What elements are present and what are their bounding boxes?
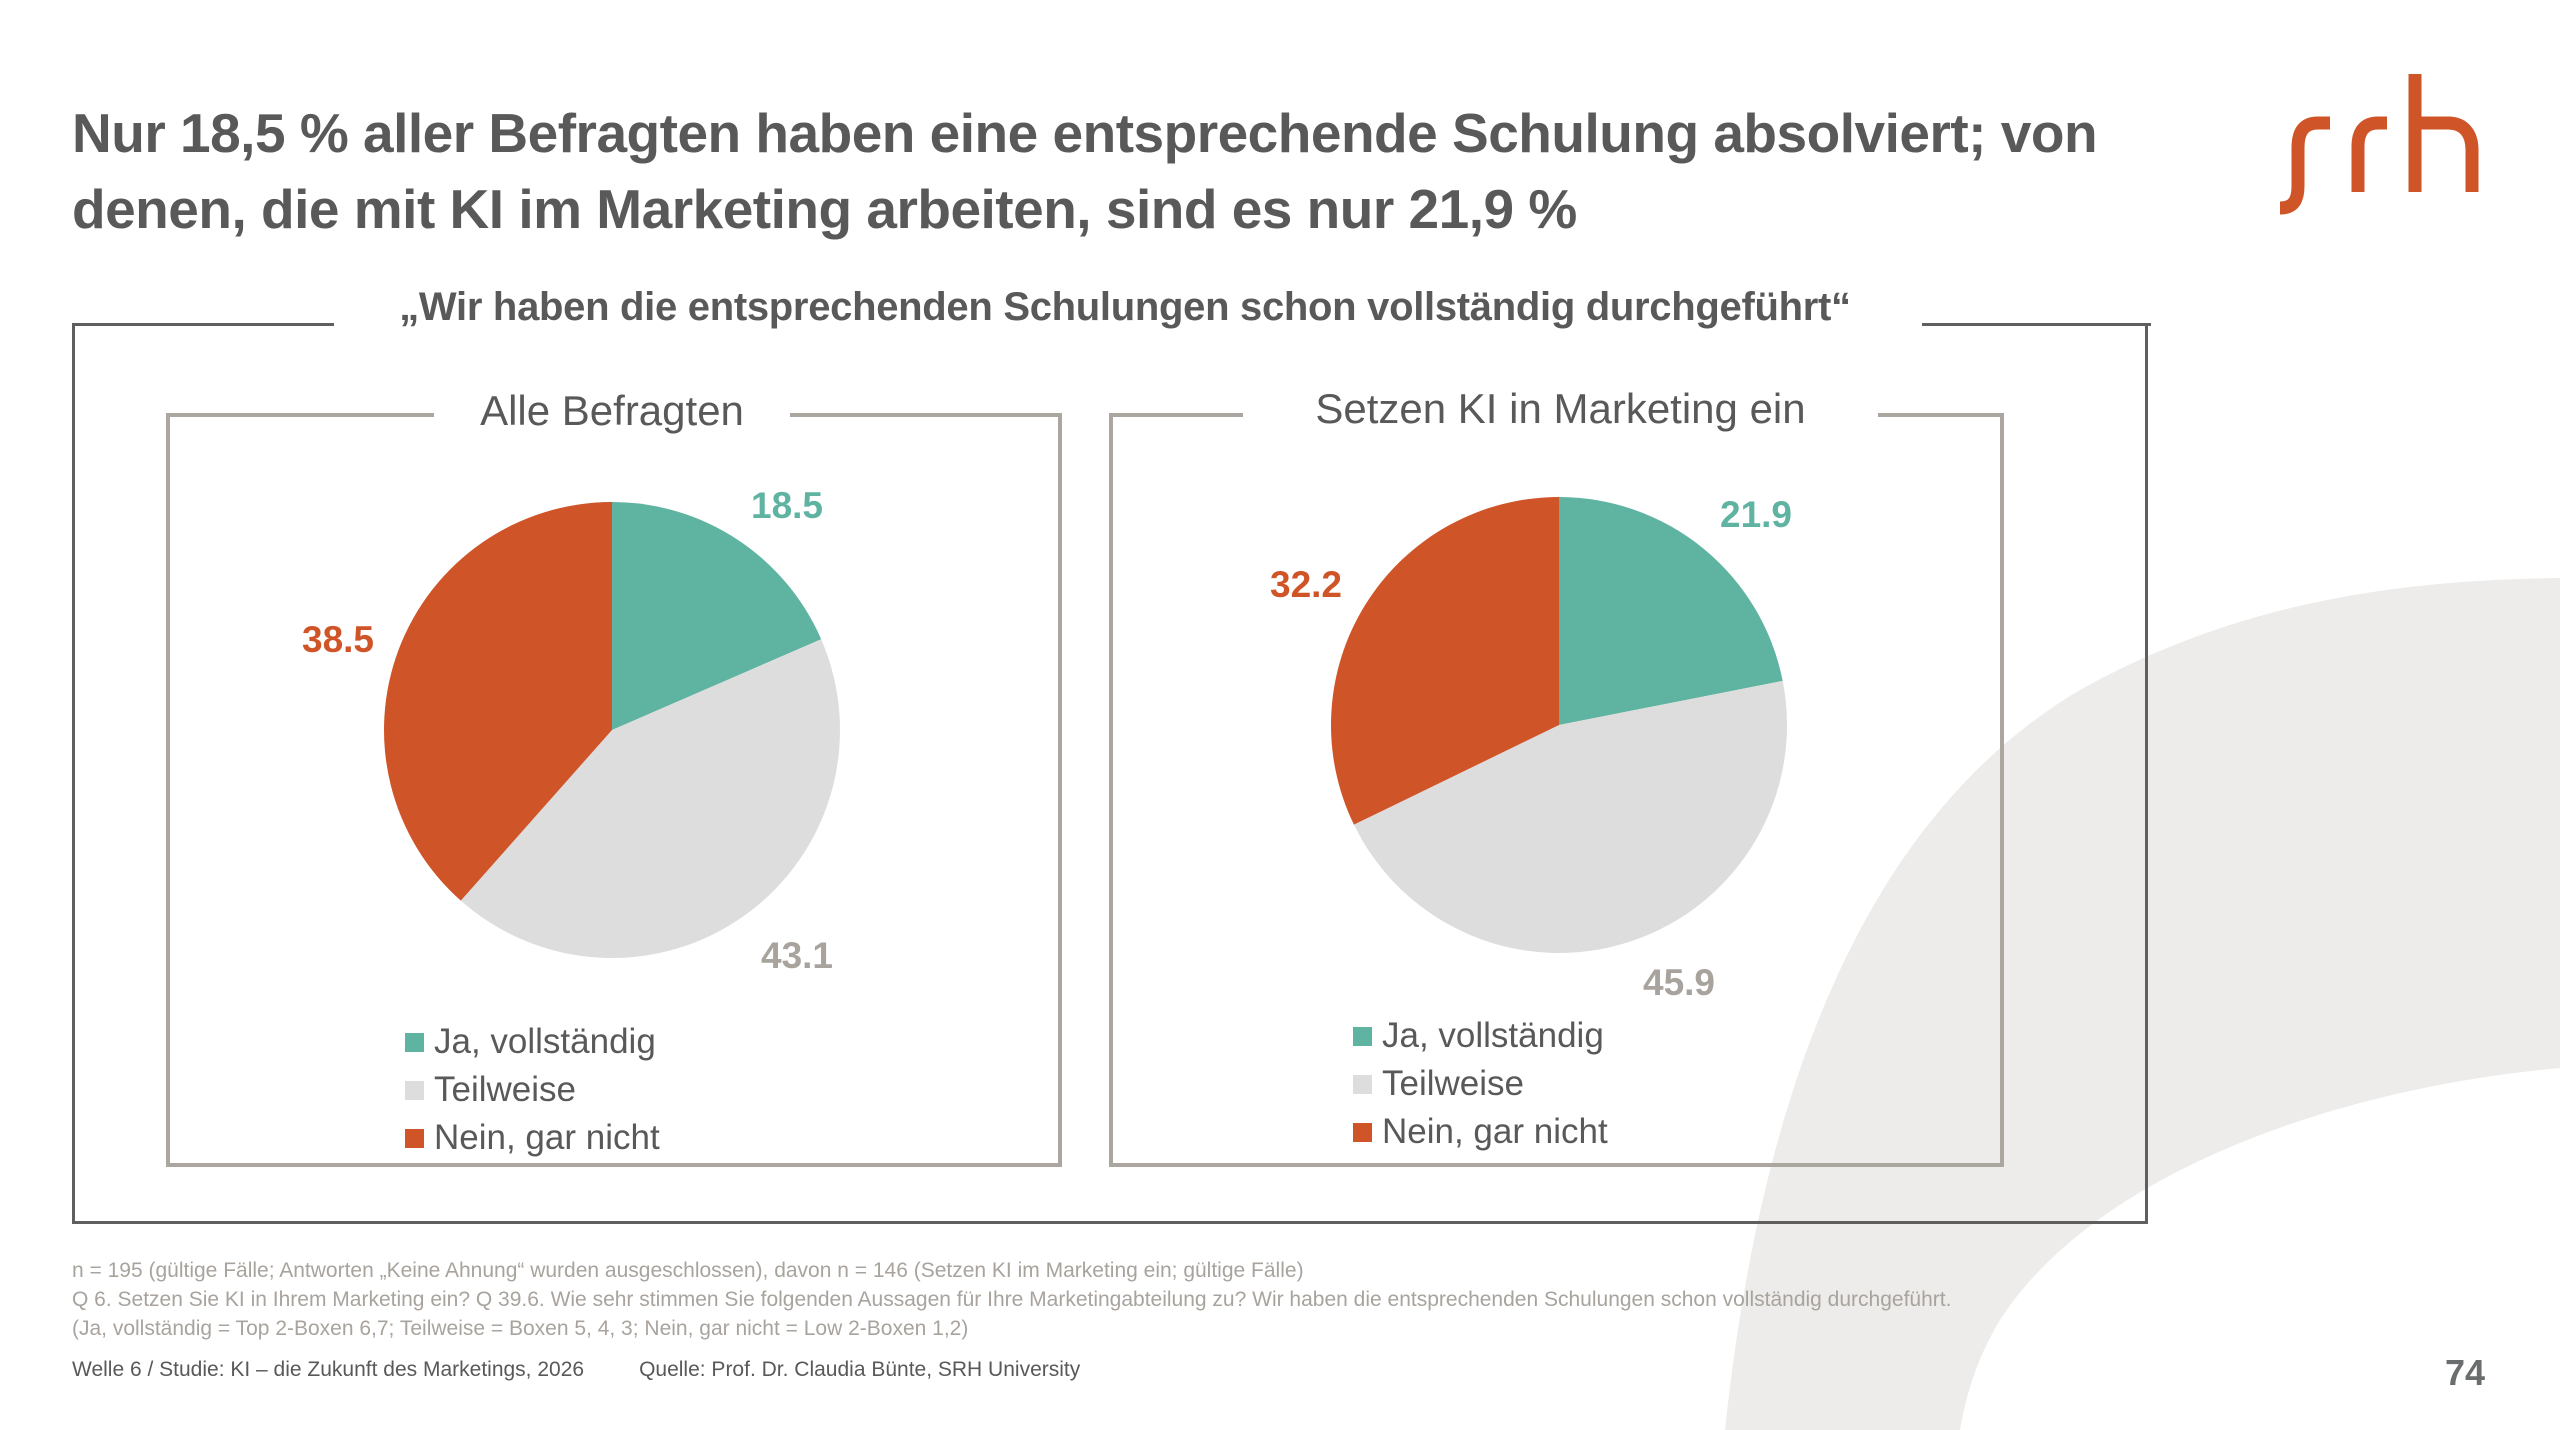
footer-source: Quelle: Prof. Dr. Claudia Bünte, SRH Uni… <box>639 1358 1081 1381</box>
panel-alle-befragten <box>166 415 1062 1167</box>
legend-swatch-teilweise <box>405 1080 424 1100</box>
chart-title-alle-befragten: Alle Befragten <box>480 387 744 434</box>
legend-setzen-ki-ein: Ja, vollständig Teilweise Nein, gar nich… <box>1353 1012 1608 1156</box>
outer-frame-top-right-line <box>1922 323 2151 326</box>
outer-frame <box>72 324 2148 1224</box>
legend-label-teilweise: Teilweise <box>434 1070 576 1109</box>
panel-right-top-line-b <box>1878 413 2004 417</box>
footnote-scale: (Ja, vollständig = Top 2-Boxen 6,7; Teil… <box>72 1317 969 1340</box>
legend-label-teilweise: Teilweise <box>1382 1064 1524 1103</box>
panel-setzen-ki-ein <box>1109 415 2004 1167</box>
footer: Welle 6 / Studie: KI – die Zukunft des M… <box>72 1358 1080 1382</box>
slide-title-line-2: denen, die mit KI im Marketing arbeiten,… <box>72 178 1577 240</box>
legend-swatch-ja <box>405 1032 424 1052</box>
legend-item-nein: Nein, gar nicht <box>405 1114 660 1162</box>
legend-swatch-nein <box>1353 1122 1372 1142</box>
footer-study: Welle 6 / Studie: KI – die Zukunft des M… <box>72 1358 585 1381</box>
footnote-sample-size: n = 195 (gültige Fälle; Antworten „Keine… <box>72 1259 1304 1282</box>
chart-title-setzen-ki-ein: Setzen KI in Marketing ein <box>1315 385 1806 432</box>
panel-left-top-line-b <box>790 413 1062 417</box>
question-quote: „Wir haben die entsprechenden Schulungen… <box>399 285 1851 329</box>
legend-label-nein: Nein, gar nicht <box>434 1118 660 1157</box>
legend-item-teilweise: Teilweise <box>405 1066 660 1114</box>
legend-item-teilweise: Teilweise <box>1353 1060 1608 1108</box>
slide-title: Nur 18,5 % aller Befragten haben eine en… <box>72 95 2172 247</box>
legend-item-ja: Ja, vollständig <box>405 1018 660 1066</box>
page-number: 74 <box>2445 1352 2486 1393</box>
legend-label-nein: Nein, gar nicht <box>1382 1112 1608 1151</box>
slide-title-line-1: Nur 18,5 % aller Befragten haben eine en… <box>72 102 2098 164</box>
legend-item-ja: Ja, vollständig <box>1353 1012 1608 1060</box>
legend-alle-befragten: Ja, vollständig Teilweise Nein, gar nich… <box>405 1018 660 1162</box>
legend-label-ja: Ja, vollständig <box>1382 1016 1604 1055</box>
panel-left-top-line-a <box>166 413 434 417</box>
outer-frame-top-left-line <box>72 323 334 326</box>
srh-logo-icon <box>2280 74 2479 215</box>
legend-item-nein: Nein, gar nicht <box>1353 1108 1608 1156</box>
footnote-question: Q 6. Setzen Sie KI in Ihrem Marketing ei… <box>72 1288 1952 1311</box>
legend-swatch-teilweise <box>1353 1074 1372 1094</box>
legend-swatch-nein <box>405 1128 424 1148</box>
legend-swatch-ja <box>1353 1026 1372 1046</box>
legend-label-ja: Ja, vollständig <box>434 1022 656 1061</box>
panel-right-top-line-a <box>1109 413 1243 417</box>
footnotes: n = 195 (gültige Fälle; Antworten „Keine… <box>72 1256 1951 1343</box>
